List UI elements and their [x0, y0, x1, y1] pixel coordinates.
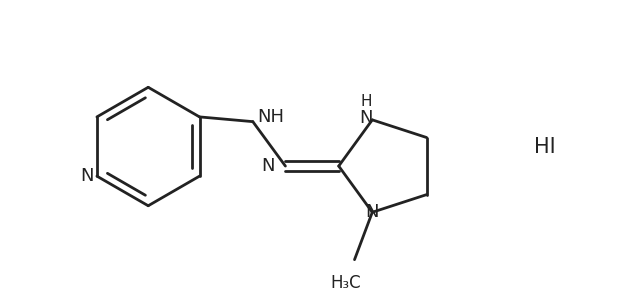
- Text: HI: HI: [534, 137, 556, 156]
- Text: H₃C: H₃C: [330, 274, 361, 292]
- Text: H: H: [360, 94, 372, 109]
- Text: N: N: [360, 109, 373, 127]
- Text: N: N: [261, 157, 275, 175]
- Text: NH: NH: [257, 108, 285, 126]
- Text: N: N: [81, 167, 94, 185]
- Text: N: N: [365, 203, 379, 221]
